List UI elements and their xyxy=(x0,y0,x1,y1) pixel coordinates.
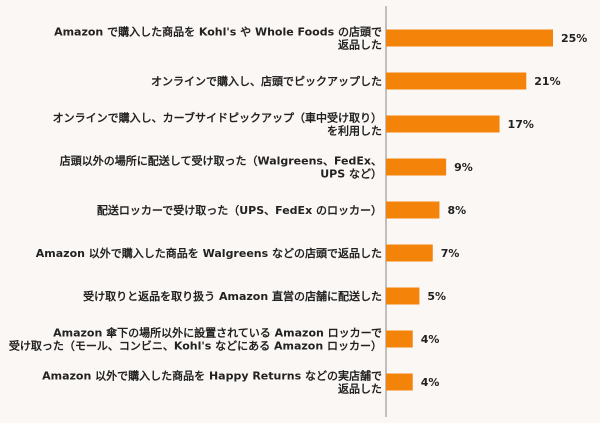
category-label-line: 受け取った（モール、コンビニ、Kohl's などにある Amazon ロッカー） xyxy=(9,339,382,353)
value-label: 4% xyxy=(421,333,440,346)
category-label-line: Amazon で購入した商品を Kohl's や Whole Foods の店頭… xyxy=(54,25,382,39)
value-label: 8% xyxy=(447,204,466,217)
category-label: オンラインで購入し、カーブサイドピックアップ（車中受け取り）を利用した xyxy=(53,111,382,138)
category-label-line: UPS など） xyxy=(320,168,382,181)
bar xyxy=(386,115,500,133)
category-label-line: オンラインで購入し、カーブサイドピックアップ（車中受け取り） xyxy=(53,111,382,125)
category-label-line: Amazon 傘下の場所以外に設置されている Amazon ロッカーで xyxy=(53,326,382,340)
bar xyxy=(386,72,527,90)
category-label-line: オンラインで購入し、店頭でピックアップした xyxy=(151,74,382,88)
category-label-line: Amazon 以外で購入した商品を Happy Returns などの実店舗で xyxy=(42,369,382,383)
category-label: 受け取りと返品を取り扱う Amazon 直営の店舗に配送した xyxy=(83,289,382,303)
category-label-line: 店頭以外の場所に配送して受け取った（Walgreens、FedEx、 xyxy=(60,154,382,168)
value-label: 9% xyxy=(454,161,473,174)
value-label: 25% xyxy=(561,32,587,45)
category-label-line: 受け取りと返品を取り扱う Amazon 直営の店舗に配送した xyxy=(83,289,382,303)
value-label: 5% xyxy=(427,290,446,303)
category-label: 配送ロッカーで受け取った（UPS、FedEx のロッカー） xyxy=(97,203,382,217)
bar xyxy=(386,373,413,391)
category-label-line: Amazon 以外で購入した商品を Walgreens などの店頭で返品した xyxy=(36,246,382,260)
category-label: Amazon 傘下の場所以外に設置されている Amazon ロッカーで受け取った… xyxy=(9,326,382,353)
bar xyxy=(386,244,433,262)
bar xyxy=(386,201,440,219)
bar xyxy=(386,158,447,176)
bar xyxy=(386,287,420,305)
category-label-line: 配送ロッカーで受け取った（UPS、FedEx のロッカー） xyxy=(97,203,382,217)
bar xyxy=(386,330,413,348)
category-label: 店頭以外の場所に配送して受け取った（Walgreens、FedEx、 UPS など… xyxy=(60,154,382,181)
category-label: Amazon 以外で購入した商品を Happy Returns などの実店舗で返… xyxy=(42,369,382,396)
value-label: 17% xyxy=(508,118,534,131)
value-label: 4% xyxy=(421,376,440,389)
category-label-line: 返品した xyxy=(338,382,382,396)
value-label: 21% xyxy=(534,75,560,88)
category-label: Amazon で購入した商品を Kohl's や Whole Foods の店頭… xyxy=(54,25,382,52)
value-label: 7% xyxy=(441,247,460,260)
category-label-line: 返品した xyxy=(338,38,382,52)
category-label-line: を利用した xyxy=(327,124,382,138)
bar xyxy=(386,29,553,47)
category-label: オンラインで購入し、店頭でピックアップした xyxy=(151,74,382,88)
category-label: Amazon 以外で購入した商品を Walgreens などの店頭で返品した xyxy=(36,246,382,260)
